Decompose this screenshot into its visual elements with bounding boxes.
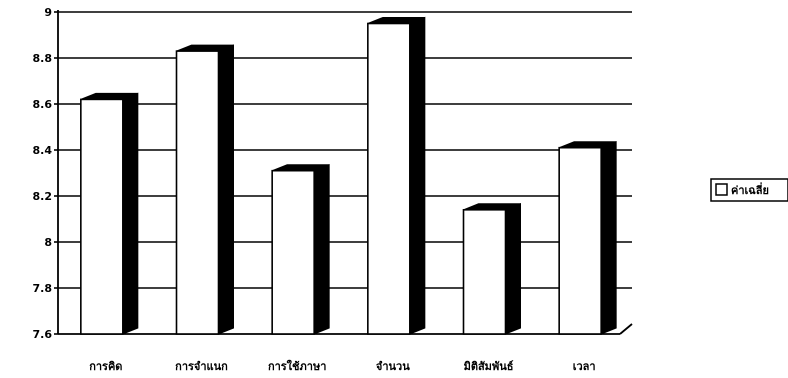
bar-side (505, 203, 521, 335)
bars (80, 16, 617, 335)
x-tick-labels: การคิด การจำแนก การใช้ภาษา จำนวน มิติสัมพันธ… (89, 359, 595, 373)
y-tick-label: 8.2 (33, 190, 53, 203)
x-tick-label: การใช้ภาษา (268, 359, 326, 373)
legend-swatch (715, 183, 728, 196)
y-tick-labels: 9 8.8 8.6 8.4 8.2 8 7.8 7.6 (33, 6, 53, 341)
bar-front (462, 209, 507, 335)
x-tick-label: การจำแนก (175, 360, 228, 373)
gridlines (58, 11, 632, 289)
y-tick-label: 8 (44, 236, 52, 249)
bar-side (313, 163, 330, 335)
y-tick-label: 9 (44, 6, 52, 19)
bar-front (271, 169, 315, 335)
bar (367, 16, 426, 335)
x-tick-label: จำนวน (376, 360, 410, 373)
bar-side (122, 92, 139, 335)
y-tick-label: 7.6 (33, 328, 53, 341)
y-tick-label: 8.4 (33, 144, 53, 157)
bar-front (80, 98, 124, 335)
bar-front (558, 146, 602, 335)
legend-label: ค่าเฉลี่ย (731, 182, 769, 197)
x-axis-depth (619, 323, 633, 335)
y-tick-label: 7.8 (33, 282, 53, 295)
bar (462, 203, 521, 335)
bar-side (409, 16, 426, 335)
bar (175, 44, 234, 335)
bar-front (175, 50, 220, 335)
x-tick-label: การคิด (89, 360, 122, 373)
bar-side (600, 140, 617, 335)
bar (558, 140, 617, 335)
y-tick-label: 8.8 (33, 52, 53, 65)
legend-box (710, 178, 788, 202)
axes (54, 10, 633, 335)
bar-front (367, 22, 411, 335)
legend: ค่าเฉลี่ย (710, 178, 788, 202)
y-tick-label: 8.6 (33, 98, 53, 111)
x-tick-label: เวลา (573, 360, 596, 373)
x-tick-label: มิติสัมพันธ์ (464, 360, 514, 373)
bar (271, 163, 330, 335)
bar (80, 92, 139, 335)
bar-side (218, 44, 234, 335)
